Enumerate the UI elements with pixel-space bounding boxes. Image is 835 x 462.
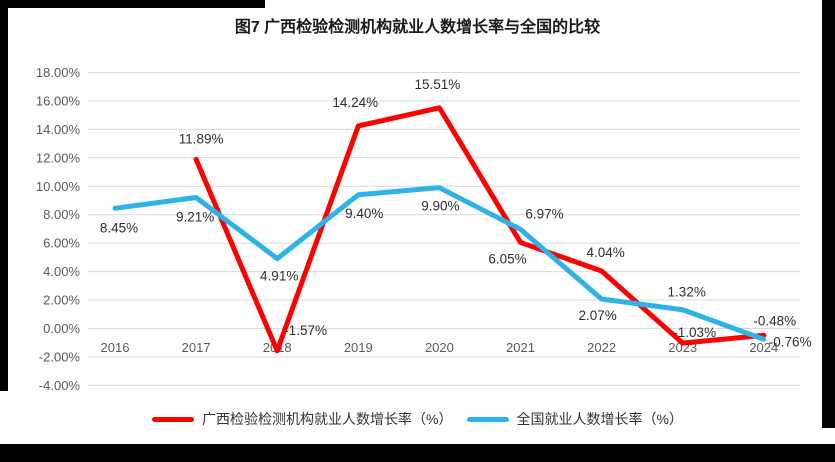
data-label-guangxi: 11.89%: [179, 131, 224, 146]
frame-border-left: [0, 0, 8, 391]
y-axis-tick-label: 18.00%: [36, 65, 81, 80]
x-axis-tick-label: 2016: [101, 340, 130, 355]
legend-swatch-guangxi-icon: [152, 416, 195, 422]
x-axis-tick-label: 2020: [425, 340, 454, 355]
x-axis-tick-label: 2024: [749, 340, 778, 355]
y-axis-tick-label: 12.00%: [36, 150, 81, 165]
y-axis-tick-label: 10.00%: [36, 179, 81, 194]
frame-border-top: [0, 0, 265, 8]
data-label-guangxi: -1.03%: [673, 325, 716, 340]
series-line-guangxi: [193, 105, 767, 354]
data-label-national: 2.07%: [578, 308, 616, 323]
legend-label-guangxi: 广西检验检测机构就业人数增长率（%）: [202, 411, 453, 427]
y-axis-tick-label: 0.00%: [43, 321, 80, 336]
data-label-national: 8.45%: [100, 220, 138, 235]
frame-border-right: [822, 0, 835, 428]
legend-swatch-national-icon: [466, 416, 509, 422]
y-axis-tick-label: 8.00%: [43, 207, 80, 222]
legend-item-guangxi[interactable]: 广西检验检测机构就业人数增长率（%）: [152, 409, 453, 429]
frame-border-bottom: [0, 444, 835, 462]
y-axis-tick-label: 6.00%: [43, 236, 80, 251]
data-label-guangxi: 4.04%: [586, 245, 624, 260]
legend-label-national: 全国就业人数增长率（%）: [516, 411, 683, 427]
y-axis-tick-label: 4.00%: [43, 264, 80, 279]
y-axis-tick-label: 16.00%: [36, 93, 81, 108]
y-axis-tick-label: 2.00%: [43, 293, 80, 308]
series-line-national: [112, 185, 767, 342]
y-axis-tick-label: 14.00%: [36, 122, 81, 137]
data-label-national: 1.32%: [668, 285, 706, 300]
legend-item-national[interactable]: 全国就业人数增长率（%）: [466, 409, 683, 429]
data-label-national: 6.97%: [525, 206, 563, 221]
data-label-guangxi: 15.51%: [415, 77, 461, 92]
data-label-guangxi: 14.24%: [332, 95, 378, 110]
data-label-guangxi: -1.57%: [284, 323, 327, 338]
x-axis-tick-label: 2019: [344, 340, 373, 355]
data-label-national: 9.40%: [345, 206, 383, 221]
data-label-national: 4.91%: [260, 269, 298, 284]
x-axis-tick-label: 2022: [587, 340, 616, 355]
y-axis-tick-label: -4.00%: [39, 378, 81, 393]
x-axis-tick-label: 2021: [506, 340, 535, 355]
data-label-guangxi: -0.48%: [753, 313, 796, 328]
data-label-guangxi: 6.05%: [488, 251, 526, 266]
legend: 广西检验检测机构就业人数增长率（%） 全国就业人数增长率（%）: [0, 409, 835, 429]
chart-title: 图7 广西检验检测机构就业人数增长率与全国的比较: [234, 19, 601, 36]
x-axis-tick-label: 2017: [182, 340, 211, 355]
data-label-national: 9.21%: [176, 209, 214, 224]
y-axis-tick-label: -2.00%: [39, 349, 81, 364]
data-label-national: -0.76%: [769, 334, 812, 349]
data-label-national: 9.90%: [421, 199, 459, 214]
